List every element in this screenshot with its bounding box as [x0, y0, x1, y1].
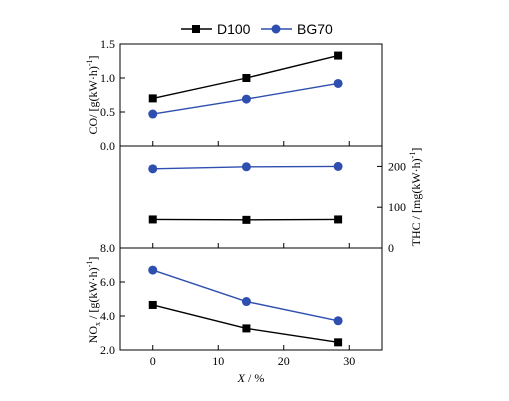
point-d100 [148, 300, 157, 309]
y-tick-label: 0.0 [100, 139, 115, 153]
point-d100 [242, 215, 251, 224]
chart-marks [148, 51, 343, 347]
series-line-bg70 [152, 269, 339, 322]
y-tick-label: 4.0 [100, 309, 115, 323]
point-d100 [148, 215, 157, 224]
point-d100 [148, 94, 157, 103]
bottom-panel-frame [119, 247, 383, 351]
point-d100 [334, 51, 343, 60]
y-tick-label: 6.0 [100, 275, 115, 289]
legend-d100-marker [192, 25, 200, 33]
y2-tick-label: 0 [388, 241, 394, 255]
y-tick-label: 1.5 [100, 37, 115, 51]
point-d100 [242, 324, 251, 333]
xlabel: X / % [237, 371, 265, 385]
point-d100 [334, 215, 343, 224]
top-ylabel: CO/ [g(kW·h)-1] [85, 56, 100, 135]
point-bg70 [241, 94, 251, 104]
series-line-d100 [152, 304, 339, 344]
top-panel-frame [119, 43, 383, 147]
y2-tick-label: 200 [388, 159, 406, 173]
point-d100 [334, 338, 343, 347]
point-bg70 [241, 162, 251, 172]
y-tick-label: 8.0 [100, 241, 115, 255]
point-bg70 [148, 109, 158, 119]
x-tick-label: 10 [212, 354, 224, 368]
legend-d100-label: D100 [217, 21, 251, 37]
legend-bg70-label: BG70 [297, 21, 333, 37]
middle-y2label: THC/ [mg(kW·h)-1] [408, 148, 423, 247]
x-tick-label: 20 [278, 354, 290, 368]
point-bg70 [333, 161, 343, 171]
axis-ticks: 0.0 0.5 1.0 1.5 0 100 200 2.0 4.0 6.0 8.0 0 10 20 30 [100, 37, 406, 368]
y-tick-label: 0.5 [100, 105, 115, 119]
point-bg70 [241, 297, 251, 307]
point-bg70 [148, 265, 158, 275]
x-tick-label: 0 [150, 354, 156, 368]
point-bg70 [148, 164, 158, 174]
legend-bg70-marker [271, 24, 281, 34]
y-tick-label: 1.0 [100, 71, 115, 85]
bottom-ylabel: NOx / [g(kW·h)-1] [85, 257, 102, 344]
point-d100 [242, 74, 251, 82]
point-bg70 [333, 78, 343, 88]
point-bg70 [333, 316, 343, 326]
y-tick-label: 2.0 [100, 343, 115, 357]
middle-panel-frame [119, 145, 383, 249]
y2-tick-label: 100 [388, 200, 406, 214]
legend: D100 BG70 [181, 21, 333, 37]
x-tick-label: 30 [343, 354, 355, 368]
